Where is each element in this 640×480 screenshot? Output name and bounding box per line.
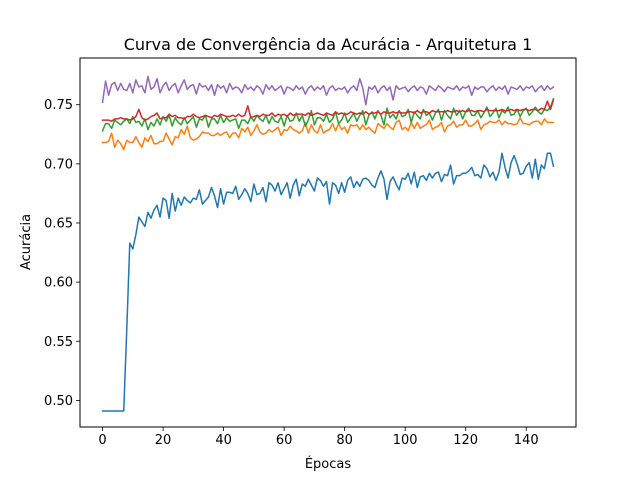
series-line-3	[101, 97, 555, 132]
series-line-2	[101, 116, 555, 151]
x-tick-label: 0	[98, 433, 106, 448]
x-tick-label: 120	[453, 433, 478, 448]
series-layer	[101, 75, 555, 412]
y-tick-label: 0.70	[44, 157, 73, 172]
y-axis-label: Acurácia	[19, 214, 34, 270]
series-line-5	[101, 75, 555, 106]
x-tick-label: 140	[514, 433, 539, 448]
x-tick-label: 80	[336, 433, 353, 448]
y-tick-label: 0.75	[44, 98, 73, 113]
x-axis: 0 20 40 60 80 100 120 140	[98, 427, 539, 448]
y-tick-label: 0.65	[44, 216, 73, 231]
plot-area-frame	[79, 57, 577, 428]
x-axis-label: Épocas	[305, 456, 352, 472]
x-tick-label: 100	[393, 433, 418, 448]
x-tick-label: 40	[215, 433, 232, 448]
y-tick-label: 0.55	[44, 335, 73, 350]
y-axis: 0.50 0.55 0.60 0.65 0.70 0.75	[44, 98, 80, 409]
chart-title: Curva de Convergência da Acurácia - Arqu…	[124, 35, 533, 54]
y-tick-label: 0.50	[44, 394, 73, 409]
y-tick-label: 0.60	[44, 276, 73, 291]
series-line-1	[101, 152, 555, 412]
x-tick-label: 20	[155, 433, 172, 448]
series-line-4	[101, 99, 555, 123]
x-tick-label: 60	[276, 433, 293, 448]
